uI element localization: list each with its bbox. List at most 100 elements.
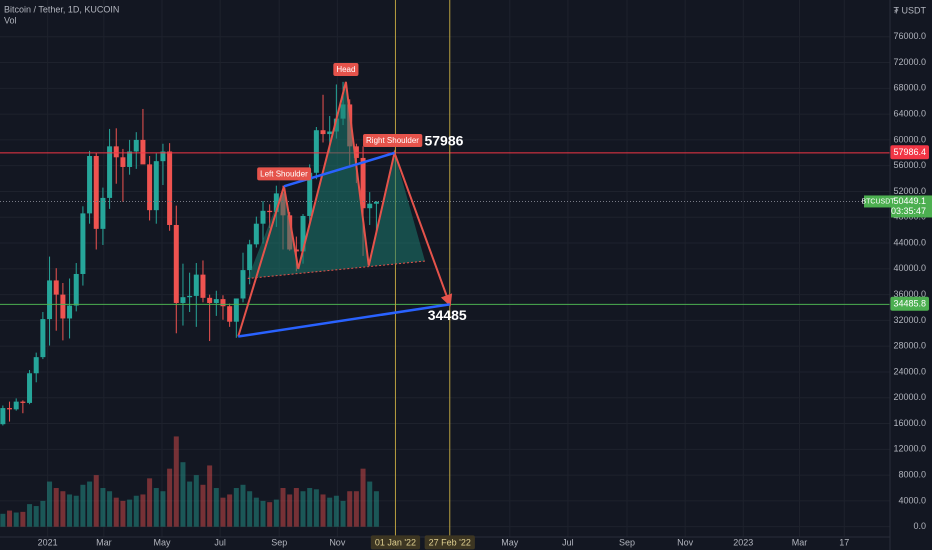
candle-body <box>207 297 213 303</box>
x-tick-label: Sep <box>619 537 635 547</box>
volume-bar <box>280 488 286 527</box>
candle-body <box>327 131 333 135</box>
candle-body <box>373 201 379 204</box>
volume-bar <box>360 468 366 527</box>
price-axis <box>890 0 932 550</box>
candle-body <box>67 305 73 319</box>
candle-body <box>33 357 39 374</box>
volume-bar <box>260 500 266 527</box>
candle-body <box>127 151 133 167</box>
volume-bar <box>253 497 259 527</box>
candle-body <box>140 139 146 165</box>
x-tick-label: Nov <box>329 537 346 547</box>
candle-body <box>153 161 159 211</box>
candle-body <box>307 172 313 216</box>
candle-body <box>113 146 119 158</box>
pattern-label-box <box>333 62 359 76</box>
volume-bar <box>367 481 373 527</box>
volume-bar <box>167 468 173 527</box>
volume-bar <box>213 488 219 527</box>
y-tick-label: 32000.0 <box>893 315 926 325</box>
symbol-box <box>864 195 892 208</box>
candle-body <box>320 130 326 135</box>
x-tick-label: Sep <box>271 537 287 547</box>
volume-bar <box>160 491 166 527</box>
volume-bar <box>340 500 346 527</box>
y-tick-label: 4000.0 <box>898 495 926 505</box>
volume-bar <box>327 497 333 527</box>
y-tick-label: 56000.0 <box>893 160 926 170</box>
candle-body <box>47 280 53 320</box>
y-tick-label: 0.0 <box>913 521 926 531</box>
volume-bar <box>273 499 279 527</box>
candle-body <box>40 319 46 358</box>
y-tick-label: 8000.0 <box>898 469 926 479</box>
date-tag-box <box>370 535 421 550</box>
volume-bar <box>93 475 99 527</box>
candle-body <box>360 157 366 209</box>
candle-body <box>87 156 93 214</box>
candle-body <box>167 151 173 225</box>
candle-body <box>293 249 299 252</box>
pattern-label: Right Shoulder <box>366 136 419 145</box>
volume-bar <box>0 513 6 527</box>
volume-bar <box>147 478 153 527</box>
volume-bar <box>240 484 246 527</box>
volume-bar <box>33 506 39 527</box>
price-tag-box <box>890 296 929 311</box>
volume-bar <box>127 499 133 527</box>
last-price-label: 50449.1 <box>893 196 926 206</box>
volume-bar <box>353 491 359 527</box>
candle-body <box>367 203 373 209</box>
candle-body <box>120 157 126 167</box>
x-tick-label: 17 <box>839 537 849 547</box>
volume-bar <box>267 502 273 527</box>
pattern-label: Left Shoulder <box>260 169 308 178</box>
volume-bar <box>60 491 66 527</box>
volume-bar <box>107 491 113 527</box>
candle-body <box>313 130 319 173</box>
y-tick-label: 68000.0 <box>893 83 926 93</box>
candle-body <box>27 373 33 403</box>
x-tick-label: Nov <box>677 537 694 547</box>
x-tick-label: May <box>501 537 519 547</box>
pattern-label-box <box>257 167 312 181</box>
volume-bar <box>13 512 19 527</box>
symbol-label: BTCUSDT <box>861 198 895 205</box>
volume-bar <box>7 510 13 527</box>
candle-body <box>233 298 239 322</box>
volume-bar <box>320 494 326 527</box>
volume-bar <box>227 494 233 527</box>
x-tick-label: 2023 <box>733 537 753 547</box>
candle-body <box>73 273 79 306</box>
y-tick-label: 20000.0 <box>893 392 926 402</box>
volume-bar <box>247 491 253 527</box>
candle-body <box>260 210 266 224</box>
y-tick-label: 72000.0 <box>893 57 926 67</box>
candle-body <box>7 408 13 410</box>
x-tick-label: May <box>153 537 171 547</box>
trendline <box>238 303 450 338</box>
candle-body <box>300 215 306 252</box>
volume-bar <box>187 481 193 527</box>
pattern-label: Head <box>336 65 355 74</box>
volume-bar <box>220 497 226 527</box>
y-tick-label: 60000.0 <box>893 134 926 144</box>
volume-bar <box>233 488 239 527</box>
volume-bar <box>200 484 206 527</box>
candle-body <box>247 244 253 271</box>
candle-body <box>0 408 6 425</box>
x-tick-label: 2021 <box>38 537 58 547</box>
y-tick-label: 24000.0 <box>893 366 926 376</box>
candle-body <box>173 224 179 303</box>
price-annotation: 57986 <box>424 133 463 149</box>
price-tag: 57986.4 <box>893 147 926 157</box>
volume-bar <box>180 462 186 527</box>
candle-body <box>213 299 219 303</box>
candle-body <box>267 210 273 213</box>
volume-bar <box>313 489 319 527</box>
volume-bar <box>67 494 73 527</box>
candle-body <box>100 197 106 229</box>
